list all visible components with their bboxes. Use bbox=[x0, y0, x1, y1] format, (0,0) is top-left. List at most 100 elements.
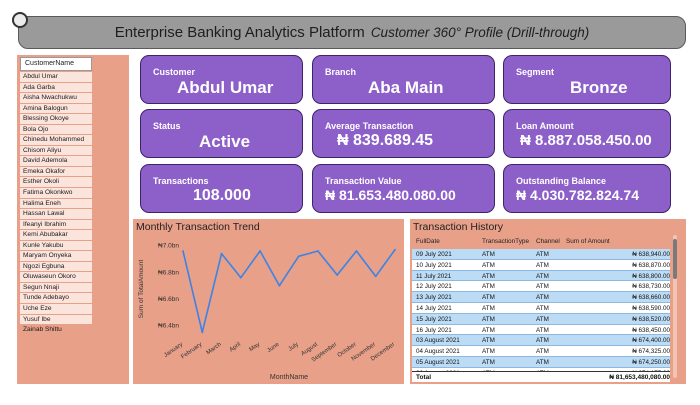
table-cell: 05 August 2021 bbox=[416, 358, 460, 366]
table-row[interactable]: 16 July 2021 ATM ATM ₦ 638,450.00 bbox=[412, 324, 670, 336]
scrollbar-thumb[interactable] bbox=[673, 239, 677, 279]
slicer-item[interactable]: Blessing Okoye bbox=[20, 114, 92, 125]
slicer-header[interactable]: CustomerName bbox=[20, 57, 92, 71]
data-point[interactable] bbox=[336, 274, 339, 276]
table-row[interactable]: 14 July 2021 ATM ATM ₦ 638,590.00 bbox=[412, 302, 670, 314]
slicer-item[interactable]: Bola Ojo bbox=[20, 124, 92, 136]
card-label: Branch bbox=[325, 67, 357, 77]
slicer-item[interactable]: Kunle Yakubu bbox=[20, 240, 92, 252]
table-cell: ATM bbox=[536, 326, 549, 334]
table-cell: ATM bbox=[482, 294, 495, 302]
table-row[interactable]: 05 August 2021 ATM ATM ₦ 674,250.00 bbox=[412, 356, 670, 368]
slicer-item[interactable]: Ada Garba bbox=[20, 82, 92, 94]
slicer-item[interactable]: Ifeanyi Ibrahim bbox=[20, 219, 92, 231]
x-tick-label: April bbox=[229, 342, 242, 354]
slicer-item[interactable]: Yusuf Ibe bbox=[20, 314, 92, 326]
table-row[interactable]: 13 July 2021 ATM ATM ₦ 638,660.00 bbox=[412, 292, 670, 303]
segment-card: Segment Bronze bbox=[503, 55, 671, 104]
slicer-item[interactable]: Chinedu Mohammed bbox=[20, 135, 92, 146]
data-point[interactable] bbox=[259, 250, 261, 252]
slicer-item[interactable]: Abdul Umar bbox=[20, 72, 92, 83]
table-row[interactable]: 11 July 2021 ATM ATM ₦ 638,800.00 bbox=[412, 270, 670, 282]
data-point[interactable] bbox=[374, 275, 377, 278]
table-cell: 06 August 2021 bbox=[416, 370, 460, 371]
slicer-item[interactable]: Segun Nnaji bbox=[20, 282, 92, 294]
slicer-item[interactable]: Zainab Shittu bbox=[20, 325, 92, 336]
table-cell: ATM bbox=[536, 348, 549, 356]
table-row[interactable]: 06 August 2021 ATM ATM ₦ 674,175.00 bbox=[412, 367, 670, 371]
table-cell: ATM bbox=[536, 370, 549, 371]
report-title: Enterprise Banking Analytics Platform bbox=[114, 24, 365, 41]
data-point[interactable] bbox=[297, 255, 300, 258]
data-point[interactable] bbox=[239, 276, 242, 279]
col-transaction-type[interactable]: TransactionType bbox=[482, 238, 530, 245]
table-cell: 10 July 2021 bbox=[416, 261, 452, 269]
slicer-item[interactable]: David Ademola bbox=[20, 156, 92, 167]
x-tick-label: May bbox=[249, 342, 262, 353]
table-row[interactable]: 15 July 2021 ATM ATM ₦ 638,520.00 bbox=[412, 313, 670, 325]
slicer-list: Abdul Umar Ada Garba Aisha Nwachukwu Amina … bbox=[20, 72, 92, 336]
slicer-item[interactable]: Aisha Nwachukwu bbox=[20, 93, 92, 104]
data-point[interactable] bbox=[278, 284, 281, 287]
data-point[interactable] bbox=[355, 250, 358, 252]
card-label: Segment bbox=[516, 67, 555, 77]
slicer-item[interactable]: Maryam Onyeka bbox=[20, 251, 92, 262]
table-cell: ATM bbox=[482, 272, 495, 280]
slicer-item[interactable]: Tunde Adebayo bbox=[20, 293, 92, 305]
slicer-item[interactable]: Uche Eze bbox=[20, 304, 92, 315]
branch-card: Branch Aba Main bbox=[312, 55, 495, 104]
table-cell: ₦ 638,450.00 bbox=[632, 326, 670, 334]
outstanding-balance-value: ₦ 4.030.782.824.74 bbox=[516, 187, 639, 203]
table-row[interactable]: 03 August 2021 ATM ATM ₦ 674,400.00 bbox=[412, 335, 670, 347]
table-cell: ₦ 638,800.00 bbox=[632, 272, 670, 280]
col-sum-of-amount[interactable]: Sum of Amount bbox=[566, 238, 610, 245]
data-point[interactable] bbox=[220, 252, 223, 255]
back-button-icon[interactable] bbox=[12, 12, 28, 28]
col-fulldate[interactable]: FullDate bbox=[416, 238, 440, 245]
table-cell: ATM bbox=[536, 315, 549, 323]
card-label: Transaction Value bbox=[325, 176, 402, 186]
slicer-item[interactable]: Fatima Okonkwo bbox=[20, 188, 92, 199]
y-tick-label: ₦7.0bn bbox=[158, 243, 179, 250]
x-tick-label: July bbox=[288, 342, 300, 353]
data-point[interactable] bbox=[317, 250, 319, 252]
loan-amount-card: Loan Amount ₦ 8.887.058.450.00 bbox=[503, 109, 671, 158]
outstanding-balance-card: Outstanding Balance ₦ 4.030.782.824.74 bbox=[503, 164, 671, 213]
slicer-item[interactable]: Ngozi Egbuna bbox=[20, 261, 92, 273]
data-point[interactable] bbox=[201, 331, 204, 334]
table-row[interactable]: 12 July 2021 ATM ATM ₦ 638,730.00 bbox=[412, 281, 670, 293]
card-label: Status bbox=[153, 121, 181, 131]
table-cell: ATM bbox=[536, 294, 549, 302]
card-label: Average Transaction bbox=[325, 121, 414, 131]
table-cell: ATM bbox=[482, 304, 495, 312]
y-axis-label: Sum of TotalAmount bbox=[138, 260, 145, 319]
table-row[interactable]: 09 July 2021 ATM ATM ₦ 638,940.00 bbox=[412, 249, 670, 260]
slicer-item[interactable]: Halima Eneh bbox=[20, 198, 92, 210]
slicer-item[interactable]: Esther Okoli bbox=[20, 177, 92, 189]
status-card: Status Active bbox=[140, 109, 303, 158]
table-cell: 16 July 2021 bbox=[416, 326, 452, 334]
table-cell: ATM bbox=[482, 348, 495, 356]
table-cell: ATM bbox=[482, 326, 495, 334]
history-title: Transaction History bbox=[413, 221, 504, 233]
slicer-item[interactable]: Amina Balogun bbox=[20, 103, 92, 115]
slicer-item[interactable]: Oluwaseun Okoro bbox=[20, 272, 92, 283]
slicer-item[interactable]: Emeka Okafor bbox=[20, 166, 92, 178]
slicer-item[interactable]: Kemi Abubakar bbox=[20, 230, 92, 241]
slicer-item[interactable]: Hassan Lawal bbox=[20, 209, 92, 220]
slicer-item[interactable]: Chisom Aliyu bbox=[20, 145, 92, 157]
table-scrollbar[interactable] bbox=[673, 235, 677, 378]
series-line[interactable] bbox=[182, 249, 396, 334]
table-row[interactable]: 04 August 2021 ATM ATM ₦ 674,325.00 bbox=[412, 346, 670, 357]
table-cell: 11 July 2021 bbox=[416, 272, 452, 280]
status-value: Active bbox=[199, 132, 251, 151]
table-cell: ₦ 638,590.00 bbox=[632, 304, 670, 312]
table-cell: ₦ 638,660.00 bbox=[632, 294, 670, 302]
col-channel[interactable]: Channel bbox=[536, 238, 560, 245]
table-row[interactable]: 10 July 2021 ATM ATM ₦ 638,870.00 bbox=[412, 259, 670, 271]
table-cell: ATM bbox=[482, 283, 495, 291]
data-point[interactable] bbox=[394, 248, 396, 251]
x-tick-label: February bbox=[180, 342, 203, 361]
data-point[interactable] bbox=[182, 250, 184, 252]
table-cell: 13 July 2021 bbox=[416, 294, 452, 302]
